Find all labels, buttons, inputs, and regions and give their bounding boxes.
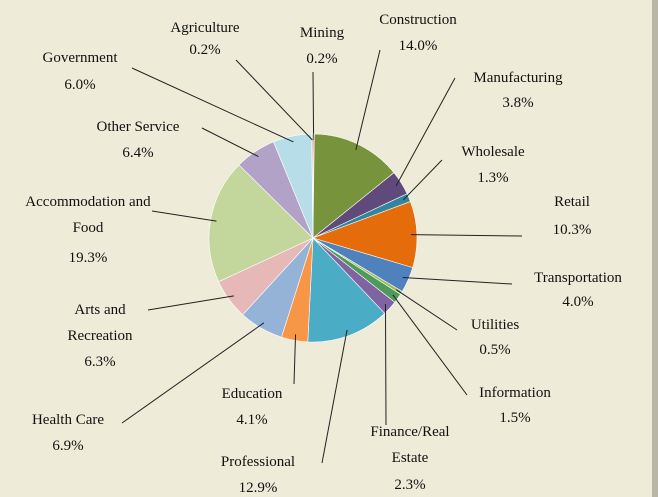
leader-line <box>392 294 468 396</box>
leader-line <box>321 329 348 464</box>
slice-label: Construction <box>379 12 457 28</box>
slice-label: Government <box>42 50 118 66</box>
slice-label: Finance/Real Estate <box>370 424 450 466</box>
leader-line <box>410 234 523 237</box>
slice-label: Education <box>221 386 283 402</box>
pie-slice <box>311 133 314 239</box>
value-label: 0.5% <box>479 342 511 358</box>
leader-line <box>402 159 443 201</box>
value-label: 2.3% <box>394 477 426 493</box>
slice-label: Retail <box>554 194 590 210</box>
value-label: 6.4% <box>122 145 154 161</box>
slice-label: Transportation <box>534 270 622 286</box>
leader-line <box>312 71 315 141</box>
value-label: 0.2% <box>189 42 221 58</box>
slice-label: Manufacturing <box>473 70 563 86</box>
leader-line <box>355 49 381 150</box>
leader-line <box>147 295 234 311</box>
slice-label: Utilities <box>470 317 520 333</box>
slice-label: Mining <box>299 25 345 41</box>
slice-label: Wholesale <box>461 144 525 160</box>
leader-line <box>201 127 259 158</box>
value-label: 14.0% <box>398 38 438 54</box>
value-label: 4.0% <box>562 294 594 310</box>
value-label: 12.9% <box>238 480 278 496</box>
leader-line <box>131 67 294 143</box>
leader-line <box>121 322 265 424</box>
value-label: 6.3% <box>84 354 116 370</box>
slice-label: Information <box>479 385 551 401</box>
value-label: 4.1% <box>236 412 268 428</box>
leader-line <box>402 276 513 285</box>
pie-slice <box>307 237 386 343</box>
leader-line <box>395 77 456 187</box>
value-label: 6.9% <box>52 438 84 454</box>
value-label: 10.3% <box>552 222 592 238</box>
leader-line <box>384 303 387 426</box>
value-label: 0.2% <box>306 51 338 67</box>
leader-line <box>235 59 313 141</box>
leader-line <box>293 334 297 385</box>
value-label: 1.5% <box>499 410 531 426</box>
slice-label: Arts and Recreation <box>67 302 133 344</box>
slice-label: Accommodation and Food <box>25 194 151 236</box>
leader-line <box>395 289 458 331</box>
slice-label: Agriculture <box>170 20 240 36</box>
value-label: 19.3% <box>68 250 108 266</box>
value-label: 6.0% <box>64 77 96 93</box>
pie-slice <box>312 133 395 239</box>
value-label: 3.8% <box>502 95 534 111</box>
value-label: 1.3% <box>477 170 509 186</box>
leader-line <box>151 210 217 222</box>
slice-label: Health Care <box>31 412 105 428</box>
slice-label: Other Service <box>96 119 180 135</box>
slice-label: Professional <box>220 454 296 470</box>
